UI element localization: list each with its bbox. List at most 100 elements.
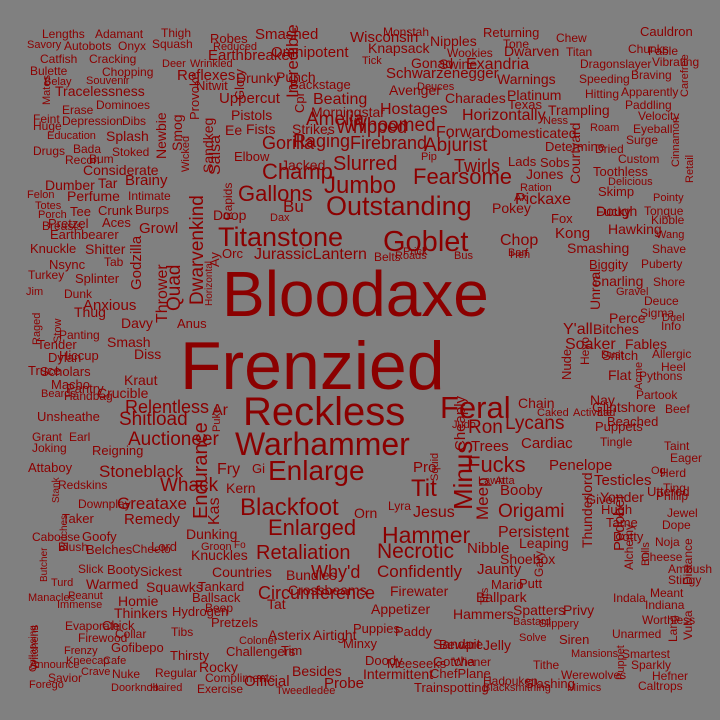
word-puppies: Puppies: [353, 621, 400, 636]
word-cinnamon: Cinnamon: [670, 116, 682, 167]
word-totes: Totes: [35, 200, 62, 212]
word-firebrand: Firebrand: [350, 133, 428, 153]
word-taint: Taint: [664, 439, 690, 453]
word-perfume: Perfume: [67, 188, 120, 204]
word-orc: Orc: [222, 246, 243, 261]
word-tracelessness: Tracelessness: [55, 83, 145, 99]
word-nuke: Nuke: [112, 667, 141, 681]
word-ar: Ar: [212, 402, 228, 419]
word-stow: Stow: [52, 318, 64, 343]
word-collar: Collar: [115, 627, 147, 641]
word-gi: Gi: [252, 461, 265, 476]
word-ambush: Ambush: [668, 562, 713, 576]
word-roam: Roam: [590, 122, 620, 134]
word-blush: Blush: [58, 540, 89, 554]
word-heh: Heh: [510, 249, 531, 261]
word-rapids: Rapids: [221, 182, 235, 220]
word-returning: Returning: [483, 25, 540, 40]
word-info: Info: [661, 319, 682, 333]
word-robes: Robes: [210, 31, 248, 46]
word-horizontal: Horizontal: [204, 260, 215, 306]
word-shore: Shore: [653, 275, 686, 289]
word-official: Official: [244, 673, 290, 690]
word-bus: Bus: [454, 250, 473, 262]
word-tim: Tim: [281, 643, 303, 658]
word-godzilla: Godzilla: [128, 235, 145, 290]
word-smartest: Smartest: [622, 647, 671, 661]
word-forward: Forward: [436, 124, 495, 141]
word-chefplane: ChefPlane: [430, 666, 491, 681]
word-jacked: Jacked: [281, 157, 326, 173]
word-doop: Doop: [213, 207, 247, 223]
word-prick: Prick: [403, 246, 428, 258]
word-smog: Smog: [169, 114, 185, 151]
word-adamant: Adamant: [95, 27, 144, 41]
word-considerate: Considerate: [83, 162, 159, 178]
word-slurred: Slurred: [333, 153, 398, 175]
word-wiener: Wiener: [453, 655, 492, 669]
word-reigning: Reigning: [92, 443, 144, 458]
word-duel: Duel: [662, 312, 685, 324]
word-jim: Jim: [26, 286, 44, 298]
word-beached: Beached: [607, 414, 659, 429]
word-challengers: Challengers: [226, 644, 296, 659]
word-downplay: Downplay: [78, 497, 131, 511]
word-barf: Barf: [508, 247, 529, 259]
word-vulva: Vulva: [681, 610, 695, 640]
word-lengths: Lengths: [42, 27, 85, 41]
word-biggity: Biggity: [589, 257, 629, 272]
word-dumber: Dumber: [45, 177, 95, 193]
word-tibs: Tibs: [171, 625, 194, 639]
word-charades: Charades: [445, 90, 506, 106]
word-bulls: Bulls: [640, 542, 652, 566]
word-y-all: Y'all: [563, 321, 593, 338]
word-dax: Dax: [270, 212, 290, 224]
word-mansions: Mansions: [571, 648, 619, 660]
word-raged: Raged: [31, 312, 43, 345]
word-warhammer: Warhammer: [235, 426, 410, 462]
word-splash: Splash: [106, 128, 149, 144]
word-cafe: Cafe: [103, 655, 127, 667]
word-autobots: Autobots: [64, 39, 112, 53]
word-exandria: Exandria: [466, 56, 530, 73]
word-pistols: Pistols: [231, 107, 273, 123]
word-vibrating: Vibrating: [652, 55, 700, 69]
word-tame: Tame: [606, 515, 638, 530]
word-twirls: Twirls: [454, 156, 500, 176]
word-homie: Homie: [118, 593, 159, 609]
word-tingle: Tingle: [600, 435, 633, 449]
word-indala: Indala: [613, 591, 646, 605]
word-backstage: Backstage: [290, 77, 351, 92]
word-panting: Panting: [59, 328, 100, 342]
word-courtyard: Courtyard: [567, 122, 583, 184]
word-monstah: Monstah: [383, 25, 430, 39]
word-puberty: Puberty: [641, 257, 683, 271]
word-fo: Fo: [234, 540, 246, 551]
word-perce: Perce: [609, 310, 646, 326]
word-dope: Dope: [662, 518, 691, 532]
word-tankard: Tankard: [198, 579, 245, 594]
word-abjurist: Abjurist: [424, 135, 488, 156]
word-anus: Anus: [177, 316, 207, 331]
word-compliments: Compliments: [205, 671, 276, 685]
word-toothless: Toothless: [593, 164, 648, 179]
word-dunk: Dunk: [64, 287, 93, 301]
word-texas: Texas: [508, 97, 542, 112]
word-mimics: Mimics: [567, 682, 602, 694]
word-confidently: Confidently: [377, 562, 463, 581]
word-herd: Herd: [660, 466, 687, 480]
word-meep: Meep: [473, 477, 492, 520]
word-glory: Glory: [232, 68, 247, 100]
word-burps: Burps: [135, 202, 169, 217]
word-skimp: Skimp: [598, 184, 635, 199]
word-huge: Huge: [33, 119, 62, 133]
word-sparkly: Sparkly: [631, 658, 672, 672]
word-nipples: Nipples: [430, 33, 477, 49]
word-ax: Ax: [514, 192, 527, 204]
word-blacksmithing: Blacksmithing: [483, 682, 551, 694]
word-amelia: Amelia: [306, 109, 365, 130]
word-chop: Chop: [500, 232, 539, 249]
word-cheese: Cheese: [641, 550, 683, 564]
word-shitload: Shitload: [119, 409, 188, 430]
word-orn: Orn: [354, 505, 378, 521]
